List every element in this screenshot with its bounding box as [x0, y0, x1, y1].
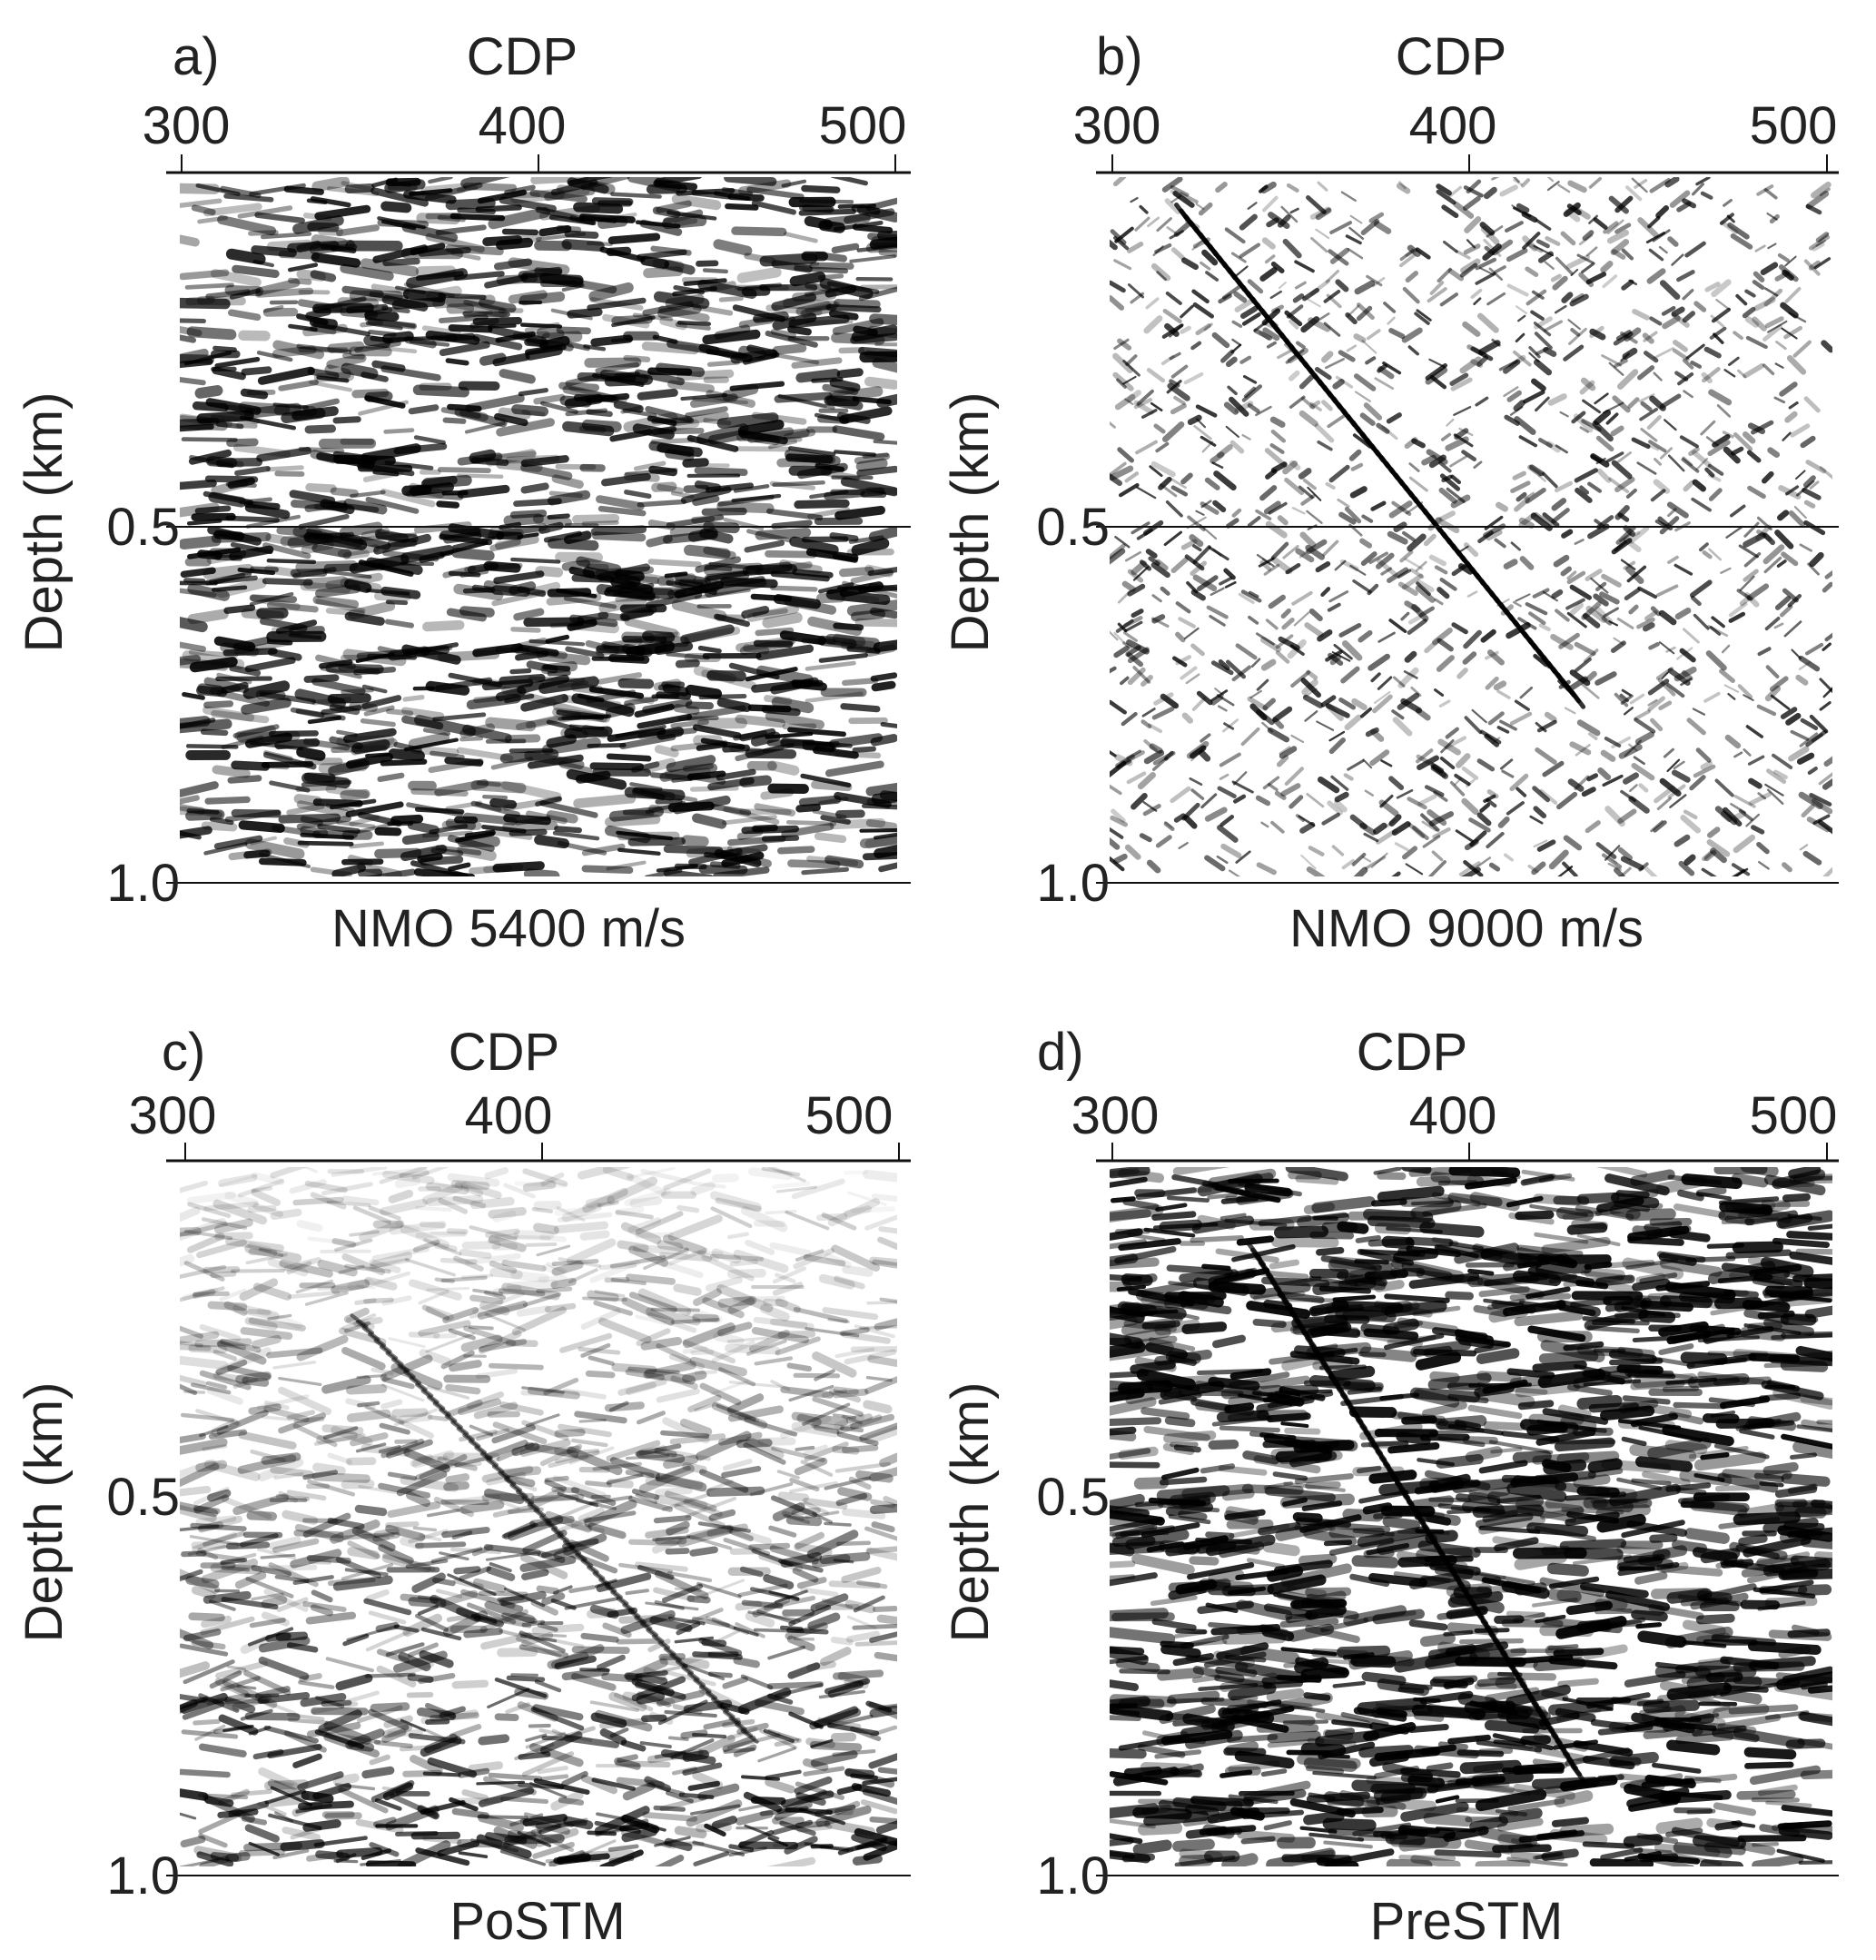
x-tick-label-400-c: 400 [465, 1086, 553, 1145]
panel-a: a) CDP 300 400 500 0.5 1.0 Depth (km) NM… [15, 27, 911, 958]
y-tick-label-0.5-b: 0.5 [1036, 498, 1110, 557]
panel-letter-a: a) [173, 27, 220, 86]
cdp-label-b: CDP [1396, 27, 1506, 86]
y-tick-label-1.0-a: 1.0 [106, 854, 180, 913]
panel-d: d) CDP 300 400 500 0.5 1.0 Depth (km) Pr… [941, 1023, 1839, 1951]
x-tick-label-300-a: 300 [143, 96, 231, 155]
cdp-label-d: CDP [1357, 1023, 1467, 1082]
panel-c: c) CDP 300 400 500 0.5 1.0 Depth (km) Po… [15, 1023, 911, 1951]
x-tick-label-400-b: 400 [1409, 96, 1497, 155]
y-axis-label-d: Depth (km) [941, 1382, 1000, 1643]
y-tick-label-0.5-d: 0.5 [1036, 1468, 1110, 1527]
panel-letter-b: b) [1096, 27, 1143, 86]
x-tick-label-300-d: 300 [1071, 1086, 1160, 1145]
x-tick-label-500-a: 500 [819, 96, 907, 155]
y-tick-label-1.0-b: 1.0 [1036, 854, 1110, 913]
caption-d: PreSTM [1370, 1892, 1564, 1951]
seismic-image-d [1110, 1167, 1832, 1866]
y-tick-label-0.5-c: 0.5 [106, 1468, 180, 1527]
panel-b: b) CDP 300 400 500 0.5 1.0 Depth (km) NM… [941, 27, 1839, 958]
y-tick-label-1.0-c: 1.0 [106, 1846, 180, 1906]
x-tick-label-400-d: 400 [1409, 1086, 1497, 1145]
seismic-image-b [1110, 177, 1832, 876]
y-axis-label-b: Depth (km) [941, 392, 1000, 653]
caption-b: NMO 9000 m/s [1289, 899, 1644, 958]
cdp-label-a: CDP [467, 27, 578, 86]
seismic-image-c [180, 1167, 897, 1866]
x-tick-label-300-c: 300 [129, 1086, 217, 1145]
x-tick-label-500-b: 500 [1750, 96, 1838, 155]
y-axis-label-a: Depth (km) [15, 392, 74, 653]
seismic-image-a [180, 177, 897, 876]
panel-letter-d: d) [1037, 1023, 1084, 1082]
x-tick-label-500-d: 500 [1750, 1086, 1838, 1145]
x-tick-label-500-c: 500 [805, 1086, 894, 1145]
y-tick-label-0.5-a: 0.5 [106, 498, 180, 557]
caption-a: NMO 5400 m/s [331, 899, 686, 958]
caption-c: PoSTM [449, 1892, 625, 1951]
y-axis-label-c: Depth (km) [15, 1382, 74, 1643]
panel-letter-c: c) [162, 1023, 205, 1082]
cdp-label-c: CDP [449, 1023, 559, 1082]
x-tick-label-400-a: 400 [479, 96, 567, 155]
x-tick-label-300-b: 300 [1073, 96, 1161, 155]
y-tick-label-1.0-d: 1.0 [1036, 1846, 1110, 1906]
